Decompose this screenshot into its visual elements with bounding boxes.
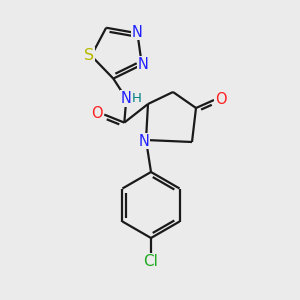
Text: N: N [132, 25, 143, 40]
Text: N: N [137, 57, 148, 72]
Text: O: O [92, 106, 103, 121]
Text: Cl: Cl [144, 254, 158, 268]
Text: H: H [131, 92, 141, 105]
Text: O: O [215, 92, 227, 106]
Text: N: N [139, 134, 149, 148]
Text: N: N [121, 91, 132, 106]
Text: S: S [84, 48, 94, 63]
